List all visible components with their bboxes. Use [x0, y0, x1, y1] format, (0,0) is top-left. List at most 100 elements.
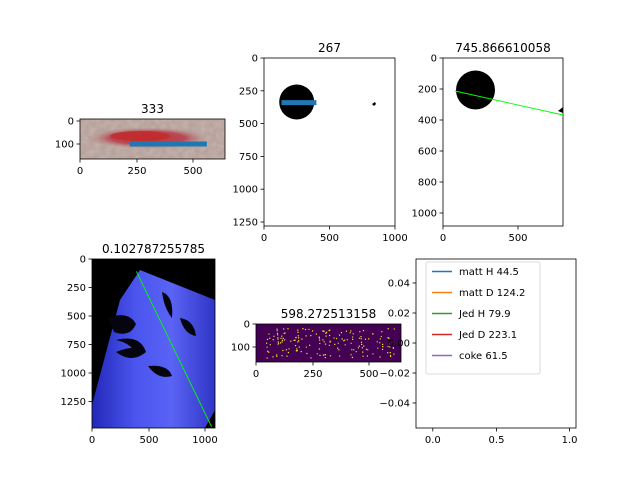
edge-pixel [365, 348, 367, 350]
edge-pixel [276, 330, 278, 332]
edge-pixel [362, 351, 364, 353]
edge-pixel [389, 352, 391, 354]
x-tick-label: 1000 [382, 233, 407, 244]
edge-pixel [308, 328, 310, 330]
edge-pixel [301, 338, 303, 340]
panel-edge-map [255, 323, 402, 363]
edge-pixel [359, 331, 361, 333]
wound-core [110, 131, 170, 141]
edge-pixel [273, 335, 275, 337]
x-tick-label: 250 [127, 166, 146, 177]
edge-pixel [349, 332, 351, 334]
edge-pixel [318, 337, 320, 339]
edge-pixel [328, 344, 330, 346]
edge-pixel [333, 337, 335, 339]
edge-pixel [280, 337, 282, 339]
edge-pixel [281, 355, 283, 357]
can-logo-shape [162, 292, 173, 318]
edge-pixel [296, 348, 298, 350]
y-tick-label: 0.00 [388, 339, 410, 350]
edge-pixel [267, 350, 269, 352]
edge-pixel [290, 340, 292, 342]
edge-pixel [364, 338, 367, 340]
axes-frame [442, 57, 564, 227]
y-tick-label: 250 [239, 86, 258, 97]
x-tick-label: 500 [183, 166, 202, 177]
edge-pixel [358, 337, 360, 339]
edge-pixel [350, 354, 352, 356]
edge-pixel [360, 336, 362, 338]
edge-pixel [272, 339, 274, 341]
edge-pixel [328, 329, 330, 332]
mask-speck [558, 107, 563, 113]
x-tick-label: 0 [440, 233, 446, 244]
edge-pixel [305, 335, 307, 337]
edge-pixel [343, 340, 345, 342]
edge-pixel [297, 341, 299, 343]
panel-wound-photo [79, 118, 226, 160]
edge-pixel [329, 334, 331, 337]
edge-pixel [362, 330, 365, 332]
edge-pixel [266, 342, 268, 344]
edge-pixel [310, 357, 312, 359]
can-logo-shape [148, 365, 172, 377]
edge-pixel [269, 337, 271, 339]
edge-pixel [392, 341, 394, 343]
edge-pixel [276, 355, 278, 357]
edge-pixel [281, 335, 283, 337]
edge-pixel [346, 339, 348, 341]
x-tick-label: 500 [508, 233, 527, 244]
edge-pixel [388, 337, 390, 339]
edge-pixel [305, 346, 307, 348]
edge-pixel [287, 351, 289, 354]
edge-pixel [277, 338, 279, 340]
legend-label: matt H 44.5 [459, 267, 519, 278]
edge-pixel [387, 328, 389, 330]
edge-pixel [329, 341, 331, 343]
can-body [92, 270, 215, 428]
edge-pixel [392, 347, 394, 349]
edge-pixel [269, 344, 271, 346]
edge-pixel [377, 347, 379, 349]
edge-pixel [387, 345, 389, 348]
axes-frame [91, 258, 216, 429]
edge-pixel [277, 342, 280, 344]
edge-pixel [304, 328, 307, 331]
edge-pixel [341, 338, 343, 340]
edge-pixel [276, 332, 279, 335]
edge-pixel [322, 330, 324, 332]
edge-pixel [322, 339, 324, 341]
x-tick-label: 0 [261, 233, 267, 244]
legend: matt H 44.5 matt D 124.2 Jed H 79.9 Jed D 2… [425, 261, 541, 375]
edge-pixel [344, 344, 346, 346]
edge-pixel [281, 341, 283, 343]
y-tick-label: −0.04 [379, 399, 410, 410]
edge-pixel [306, 352, 308, 355]
edge-pixel [281, 339, 284, 341]
edge-pixel [380, 335, 382, 338]
y-tick-label: 500 [239, 119, 258, 130]
y-tick-label: 1000 [61, 369, 86, 380]
can-logo-shape [180, 318, 196, 336]
edge-pixel [393, 328, 395, 330]
y-tick-label: 1000 [412, 209, 437, 220]
y-tick-label: 800 [418, 178, 437, 189]
edge-pixel [287, 328, 289, 330]
edge-pixel [316, 353, 318, 355]
y-tick-label: 0 [68, 117, 74, 128]
edge-pixel [268, 351, 270, 353]
edge-pixel [372, 333, 374, 335]
y-tick-label: 0 [244, 320, 250, 331]
edge-pixel [298, 340, 300, 342]
edge-pixel [361, 343, 363, 345]
panel-segmented-can [91, 258, 216, 429]
edge-pixel [277, 334, 279, 336]
edge-pixel [337, 342, 339, 344]
edge-pixel [284, 332, 286, 334]
edge-pixel [387, 352, 389, 354]
edge-pixel [352, 338, 354, 340]
edge-pixel [376, 341, 378, 343]
can-logo-shape [108, 315, 136, 334]
y-tick-label: 250 [67, 283, 86, 294]
chart-title: 267 [318, 41, 341, 55]
